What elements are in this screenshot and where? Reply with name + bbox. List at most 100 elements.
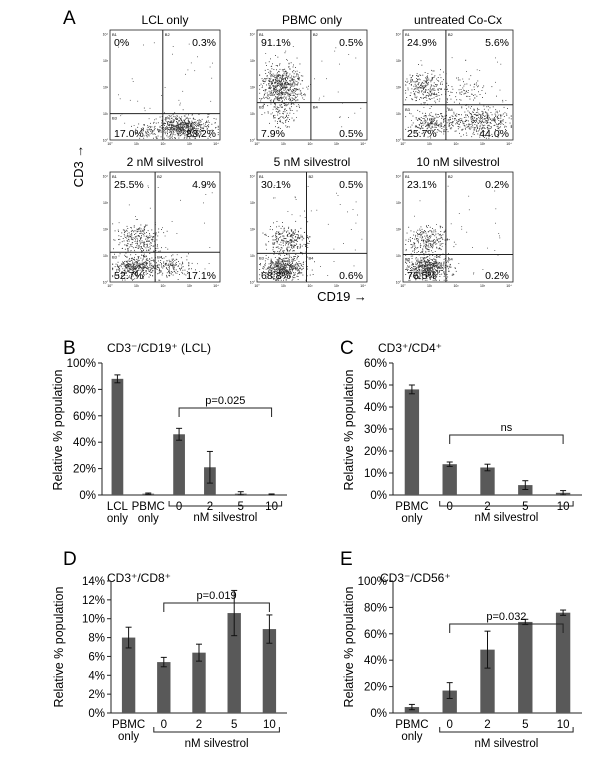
flow-dot <box>279 120 281 122</box>
flow-dot <box>411 124 413 126</box>
flow-dot <box>296 241 298 242</box>
flow-dot <box>424 263 426 264</box>
flow-dot <box>207 116 209 118</box>
flow-dot <box>274 90 276 91</box>
flow-dot <box>283 237 285 239</box>
flow-dot <box>148 236 150 238</box>
flow-dot <box>126 244 128 246</box>
flow-dot <box>307 242 308 244</box>
flow-dot <box>423 123 425 125</box>
flow-dot <box>487 132 489 134</box>
flow-dot <box>280 121 281 123</box>
flow-dot <box>417 79 419 81</box>
flow-dot <box>448 123 450 125</box>
flow-dot <box>158 231 160 233</box>
flow-dot <box>267 111 269 113</box>
flow-dot <box>266 96 268 98</box>
flow-dot <box>432 77 434 79</box>
flow-dot <box>282 112 284 114</box>
flow-dot <box>137 263 139 265</box>
flow-dot <box>292 234 294 236</box>
flow-dot <box>181 134 182 136</box>
flow-dot <box>290 265 291 267</box>
flow-dot <box>265 78 267 79</box>
flow-dot <box>466 108 467 110</box>
flow-dot <box>282 250 284 252</box>
flow-dot <box>201 128 203 129</box>
flow-dot <box>151 229 153 231</box>
flow-dot <box>288 98 289 100</box>
flow-dot <box>174 137 176 139</box>
flow-dot <box>139 277 141 279</box>
flow-dot <box>423 83 425 84</box>
flow-dot <box>495 57 496 59</box>
flow-dot <box>293 103 295 105</box>
flow-dot <box>289 269 290 271</box>
flow-dot <box>484 115 486 117</box>
flow-dot <box>287 263 288 265</box>
flow-dot <box>165 120 167 122</box>
flow-dot <box>425 252 427 254</box>
flow-dot <box>146 239 148 241</box>
flow-dot <box>406 97 408 98</box>
flow-dot <box>190 126 192 128</box>
flow-dot <box>132 247 134 249</box>
flow-dot <box>293 94 294 96</box>
flow-dot <box>165 123 166 124</box>
flow-dot <box>276 86 278 88</box>
flow-dot <box>165 264 167 266</box>
flow-dot <box>131 125 132 127</box>
flow-dot <box>176 254 178 256</box>
flow-dot <box>486 127 488 129</box>
flow-dot <box>170 115 172 117</box>
flow-dot <box>440 88 442 90</box>
flow-dot <box>281 101 283 103</box>
flow-dot <box>142 266 144 268</box>
flow-dot <box>271 95 273 96</box>
flow-dot <box>438 241 440 242</box>
flow-dot <box>137 276 139 277</box>
flow-dot <box>173 269 175 271</box>
flow-dot <box>286 112 288 114</box>
flow-dot <box>465 128 466 130</box>
flow-dot <box>452 118 454 120</box>
flow-dot <box>412 115 414 117</box>
flow-dot <box>270 261 272 263</box>
flow-dot <box>459 99 461 100</box>
flow-dot <box>143 230 145 232</box>
flow-dot <box>191 120 193 122</box>
flow-dot <box>263 83 265 84</box>
flow-dot <box>447 131 449 133</box>
flow-dot <box>486 106 488 108</box>
flow-dot <box>288 83 290 85</box>
flow-dot <box>420 103 422 105</box>
flow-dot <box>424 85 426 87</box>
flow-dot <box>283 266 285 268</box>
flow-dot <box>171 271 173 272</box>
flow-dot <box>426 239 428 240</box>
flow-dot <box>176 119 178 120</box>
flow-dot <box>282 262 284 263</box>
quadrant-id: B1 <box>259 32 265 37</box>
flow-dot <box>446 265 448 267</box>
flow-dot <box>427 84 429 86</box>
flow-dot <box>270 265 272 267</box>
flow-dot <box>435 134 437 136</box>
flow-dot <box>428 261 430 263</box>
flow-dot <box>282 270 284 272</box>
flow-dot <box>143 130 144 132</box>
flow-dot <box>491 120 493 121</box>
flow-dot <box>181 116 183 118</box>
flow-dot <box>159 250 161 252</box>
flow-dot <box>297 276 299 277</box>
flow-dot <box>274 98 276 99</box>
flow-dot <box>486 115 488 117</box>
flow-dot <box>274 89 276 91</box>
flow-dot <box>436 257 437 258</box>
flow-dot <box>475 119 477 120</box>
flow-dot <box>297 237 299 239</box>
flow-dot <box>446 114 447 116</box>
flow-dot <box>482 122 484 124</box>
flow-tick-label: 10² <box>307 142 313 146</box>
flow-dot <box>128 204 130 206</box>
